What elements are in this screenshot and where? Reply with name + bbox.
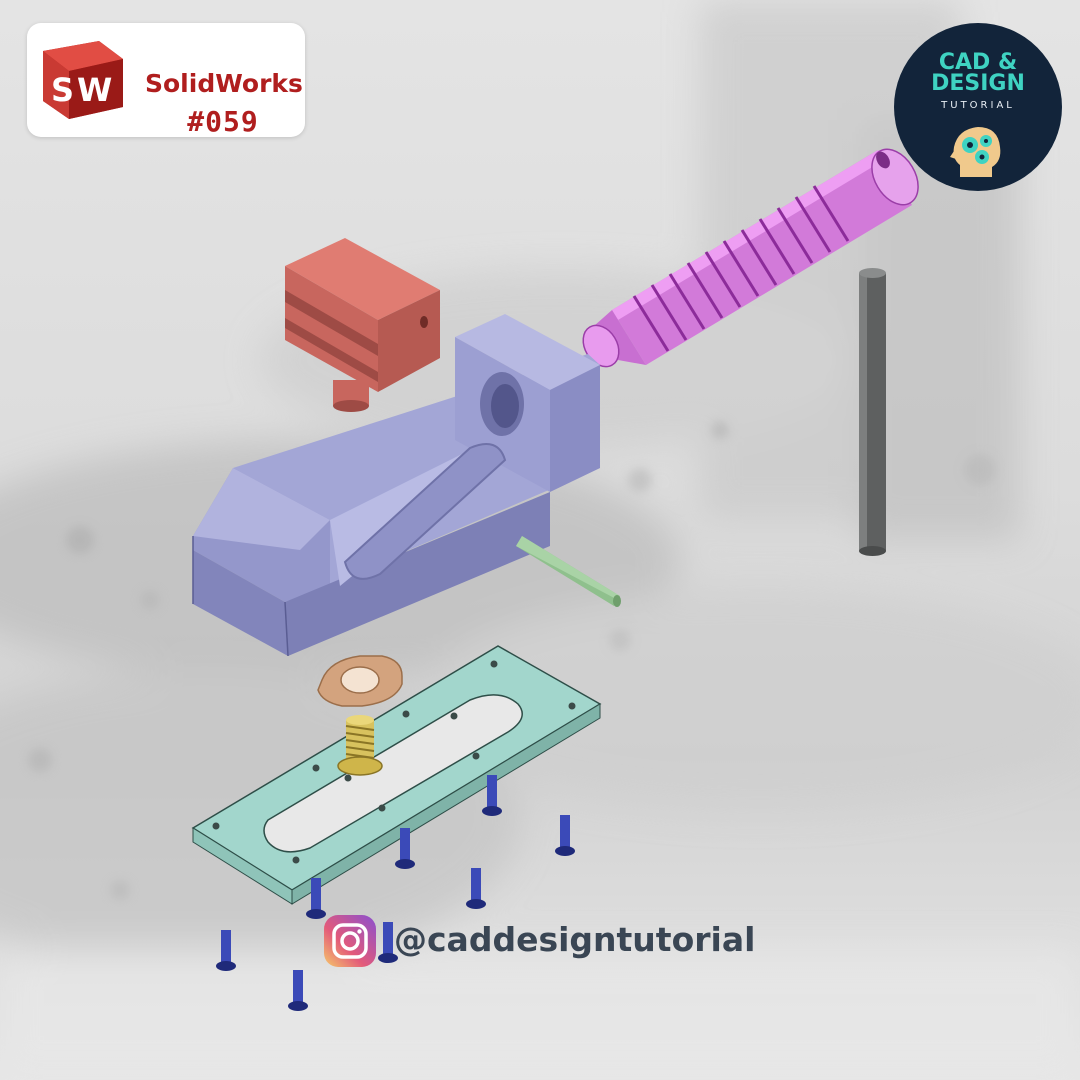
screw bbox=[482, 775, 502, 816]
cad-design-badge: CAD & DESIGN TUTORIAL bbox=[894, 23, 1062, 191]
svg-text:W: W bbox=[77, 71, 112, 109]
solidworks-logo-icon: S W bbox=[43, 41, 123, 119]
screw bbox=[288, 970, 308, 1011]
lead-screw bbox=[582, 148, 919, 368]
tutorial-number: #059 bbox=[187, 105, 259, 138]
handle-bar bbox=[859, 268, 886, 556]
solidworks-header-card: S W SolidWorks #059 bbox=[27, 23, 305, 138]
instagram-icon bbox=[324, 915, 376, 967]
screws bbox=[216, 775, 575, 1011]
social-handle: @caddesigntutorial bbox=[394, 920, 756, 959]
dowel-pin bbox=[516, 536, 621, 607]
screw bbox=[395, 828, 415, 869]
brand-line2: DESIGN bbox=[931, 71, 1025, 96]
movable-jaw bbox=[285, 238, 440, 412]
threaded-stud bbox=[337, 715, 383, 776]
base-plate bbox=[191, 645, 602, 905]
brand-line1: CAD & bbox=[938, 50, 1018, 75]
screw bbox=[466, 868, 486, 909]
washer bbox=[317, 655, 403, 707]
head-gears-icon bbox=[950, 127, 1001, 177]
screw bbox=[216, 930, 236, 971]
svg-text:S: S bbox=[51, 71, 74, 109]
brand-line3: TUTORIAL bbox=[941, 100, 1015, 111]
vise-body bbox=[192, 314, 600, 657]
screw bbox=[555, 815, 575, 856]
screw bbox=[378, 922, 398, 963]
app-name: SolidWorks bbox=[145, 69, 303, 98]
screw bbox=[306, 878, 326, 919]
